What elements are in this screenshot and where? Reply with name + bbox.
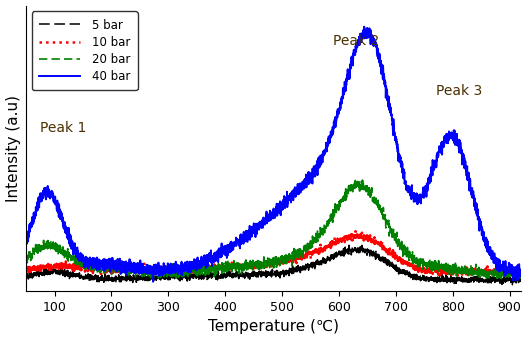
5 bar xyxy=(109,279,115,283)
10 bar xyxy=(503,274,509,278)
X-axis label: Temperature (℃): Temperature (℃) xyxy=(208,320,339,335)
20 bar xyxy=(518,270,524,274)
10 bar xyxy=(352,229,359,233)
40 bar xyxy=(213,256,219,260)
Line: 20 bar: 20 bar xyxy=(26,180,521,279)
40 bar xyxy=(109,259,115,264)
20 bar xyxy=(234,266,241,270)
20 bar xyxy=(356,177,362,182)
10 bar xyxy=(109,267,115,271)
5 bar xyxy=(509,283,516,287)
40 bar xyxy=(234,241,241,245)
40 bar xyxy=(23,235,29,239)
10 bar xyxy=(455,269,461,273)
40 bar xyxy=(361,25,367,29)
Line: 10 bar: 10 bar xyxy=(26,231,521,276)
5 bar xyxy=(79,274,86,278)
20 bar xyxy=(79,262,86,266)
Y-axis label: Intensity (a.u): Intensity (a.u) xyxy=(6,95,21,202)
40 bar xyxy=(518,273,524,277)
10 bar xyxy=(234,260,241,265)
20 bar xyxy=(213,265,219,269)
10 bar xyxy=(518,271,524,275)
40 bar xyxy=(508,267,515,271)
10 bar xyxy=(508,270,515,274)
Text: Peak 1: Peak 1 xyxy=(40,121,87,136)
Line: 5 bar: 5 bar xyxy=(26,245,521,285)
40 bar xyxy=(455,140,461,144)
20 bar xyxy=(455,266,461,270)
5 bar xyxy=(23,273,29,277)
Text: Peak 3: Peak 3 xyxy=(435,84,482,99)
40 bar xyxy=(150,280,157,284)
5 bar xyxy=(518,278,524,282)
Line: 40 bar: 40 bar xyxy=(26,27,521,282)
10 bar xyxy=(213,265,219,269)
5 bar xyxy=(508,278,515,283)
Legend: 5 bar, 10 bar, 20 bar, 40 bar: 5 bar, 10 bar, 20 bar, 40 bar xyxy=(32,12,138,90)
20 bar xyxy=(109,267,115,271)
10 bar xyxy=(79,268,86,272)
5 bar xyxy=(455,277,461,281)
Text: Peak 2: Peak 2 xyxy=(333,34,379,48)
5 bar xyxy=(234,273,241,277)
5 bar xyxy=(346,243,352,247)
20 bar xyxy=(498,277,505,281)
40 bar xyxy=(79,253,86,257)
5 bar xyxy=(213,275,219,279)
10 bar xyxy=(23,271,29,275)
20 bar xyxy=(508,272,515,276)
20 bar xyxy=(23,261,29,265)
